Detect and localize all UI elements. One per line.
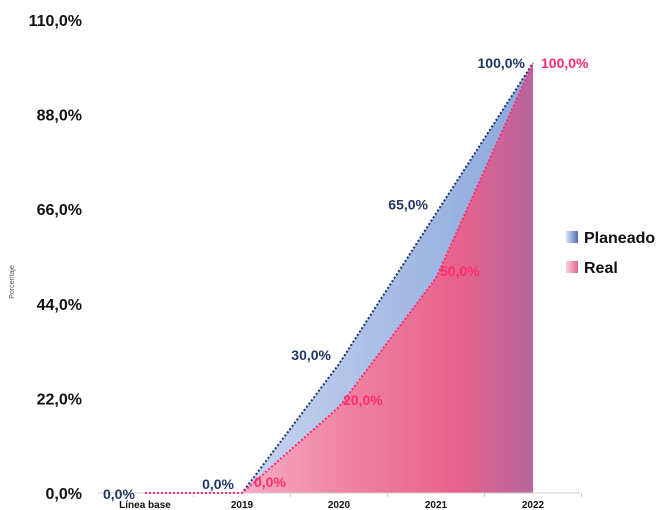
- y-tick-label: 0,0%: [46, 486, 82, 503]
- x-tick-label: Línea base: [119, 500, 171, 510]
- data-label-real: 20,0%: [343, 392, 383, 408]
- legend-label-real: Real: [584, 260, 618, 277]
- data-label-planeado: 0,0%: [202, 476, 234, 492]
- y-axis-label: Porcentaje: [9, 265, 16, 299]
- y-tick-label: 44,0%: [37, 297, 82, 314]
- data-label-planeado: 65,0%: [388, 197, 428, 213]
- area-real: [145, 63, 533, 493]
- data-label-planeado: 0,0%: [103, 486, 135, 502]
- y-tick-label: 66,0%: [37, 202, 82, 219]
- x-tick-label: 2021: [425, 500, 448, 510]
- data-label-real: 0,0%: [254, 474, 286, 490]
- data-label-real: 100,0%: [541, 55, 589, 71]
- data-label-planeado: 100,0%: [478, 55, 526, 71]
- data-label-planeado: 30,0%: [291, 347, 331, 363]
- legend-label-planeado: Planeado: [584, 230, 655, 247]
- data-label-real: 50,0%: [440, 263, 480, 279]
- legend-swatch-planeado: [566, 231, 578, 243]
- line-real: [145, 62, 534, 494]
- y-tick-label: 110,0%: [29, 13, 82, 30]
- x-tick-label: 2022: [522, 500, 545, 510]
- y-tick-label: 88,0%: [37, 108, 82, 125]
- legend: Planeado Real: [566, 230, 655, 277]
- y-tick-label: 22,0%: [37, 391, 82, 408]
- x-tick-label: 2020: [328, 500, 351, 510]
- x-tick-label: 2019: [231, 500, 254, 510]
- legend-swatch-real: [566, 261, 578, 273]
